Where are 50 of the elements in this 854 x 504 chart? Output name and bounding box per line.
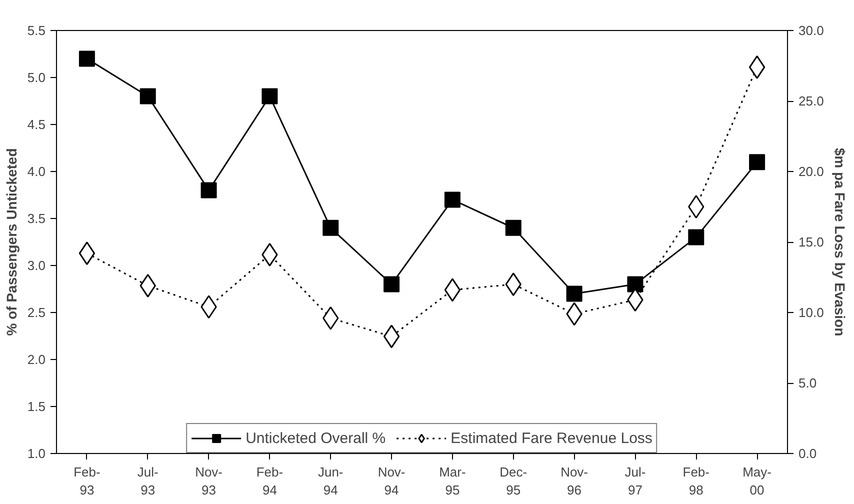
x-tick-label: Dec-95	[500, 464, 528, 498]
y-tick-label: 2.0	[27, 352, 46, 367]
point	[444, 192, 460, 208]
y-tick-label: 4.5	[27, 117, 46, 132]
y-tick-label: 5.5	[27, 23, 46, 38]
x-tick-label: Nov-94	[378, 464, 406, 498]
x-tick-label: Feb-93	[74, 464, 100, 498]
y2-tick-label: 20.0	[798, 164, 824, 179]
x-tick-label: Nov-93	[195, 464, 223, 498]
point	[78, 242, 96, 266]
y2-tick-label: 10.0	[798, 305, 824, 320]
point	[200, 182, 217, 198]
y-tick-label: 3.0	[27, 258, 46, 273]
point	[748, 55, 766, 79]
point	[627, 276, 644, 292]
legend-label: Estimated Fare Revenue Loss	[450, 430, 652, 446]
y2-tick-label: 0.0	[798, 446, 817, 461]
point	[749, 154, 766, 170]
point	[322, 220, 339, 236]
point	[384, 276, 400, 292]
x-tick-label: Jul-93	[137, 464, 158, 498]
point	[383, 324, 400, 348]
point	[140, 88, 156, 104]
x-tick-label: Feb-98	[682, 464, 710, 498]
point	[505, 220, 522, 236]
y2-tick-label: 25.0	[798, 94, 824, 108]
y-tick-label: 1.5	[27, 399, 46, 414]
y-tick-label: 4.0	[27, 164, 46, 179]
x-tick-label: Mar-95	[439, 464, 466, 498]
point	[78, 50, 95, 67]
y2-axis-title: $m pa Fare Loss by Evasion	[832, 148, 848, 336]
y2-tick-label: 30.0	[798, 23, 824, 38]
point	[444, 278, 461, 302]
legend-label: Unticketed Overall %	[246, 430, 386, 446]
x-tick-label: Jul-97	[624, 464, 646, 498]
y-tick-label: 2.5	[27, 305, 46, 320]
x-tick-label: Feb-94	[256, 464, 284, 498]
x-tick-label: Nov-96	[560, 464, 588, 498]
y-tick-label: 1.0	[27, 446, 46, 461]
x-tick-label: May-00	[742, 464, 772, 498]
y2-tick-label: 5.0	[798, 376, 817, 390]
point	[566, 286, 582, 302]
point	[688, 229, 704, 246]
y-tick-label: 5.0	[27, 70, 46, 85]
y-axis-title: % of Passengers Unticketed	[3, 148, 20, 336]
point	[688, 195, 704, 218]
y-tick-label: 3.5	[27, 211, 46, 226]
x-tick-label: Jun-94	[318, 464, 344, 498]
y2-tick-label: 15.0	[798, 234, 824, 250]
point	[262, 88, 278, 104]
